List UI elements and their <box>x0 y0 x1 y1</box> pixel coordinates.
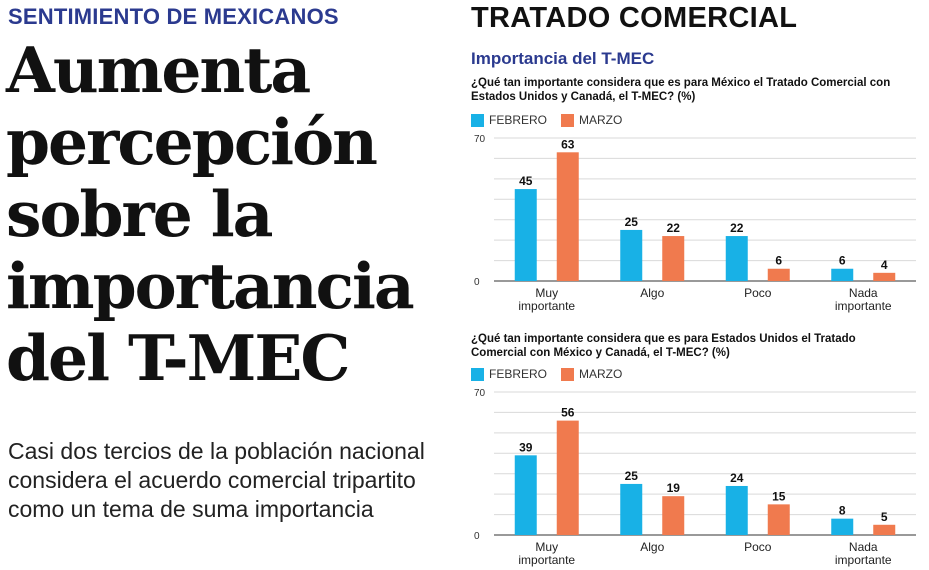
x-tick-label: Algo <box>640 286 664 300</box>
x-tick-label-line: Nada <box>849 286 878 300</box>
x-tick-label: Poco <box>744 286 772 300</box>
y-tick-label: 0 <box>474 277 480 288</box>
bar-febrero <box>831 518 854 535</box>
y-tick-label: 70 <box>474 388 486 399</box>
bar-marzo <box>873 272 896 281</box>
x-tick-label-line: Nada <box>849 540 878 554</box>
data-label: 56 <box>561 406 575 420</box>
headline-line: Aumenta <box>6 33 311 107</box>
byline-cut-off: ​ <box>8 556 308 570</box>
data-label: 63 <box>561 137 575 151</box>
headline-line: sobre la <box>6 177 274 251</box>
chart-1-legend: FEBRERO MARZO <box>471 113 636 127</box>
data-label: 25 <box>625 469 639 483</box>
bar-marzo <box>662 236 685 281</box>
bar-febrero <box>620 229 643 281</box>
data-label: 19 <box>667 481 681 495</box>
x-tick-label-line: importante <box>518 553 575 567</box>
data-label: 39 <box>519 440 533 454</box>
data-label: 15 <box>772 489 786 503</box>
data-label: 8 <box>839 504 846 518</box>
section-title: TRATADO COMERCIAL <box>471 2 798 34</box>
legend-label-febrero: FEBRERO <box>489 367 548 381</box>
chart-subtitle: Importancia del T-MEC <box>471 49 655 68</box>
x-tick-label-line: importante <box>835 299 892 313</box>
legend-item-febrero: FEBRERO <box>471 113 547 127</box>
bar-marzo <box>767 504 790 535</box>
bar-febrero <box>725 236 748 281</box>
x-tick-label: Nada importante <box>835 540 892 567</box>
deck-text: Casi dos tercios de la población naciona… <box>8 438 425 522</box>
data-label: 4 <box>881 258 888 272</box>
headline-line: del T-MEC <box>6 321 351 395</box>
legend-swatch-marzo <box>561 367 575 381</box>
x-tick-label-line: Algo <box>640 286 664 300</box>
kicker: SENTIMIENTO DE MEXICANOS <box>8 4 339 29</box>
data-label: 45 <box>519 174 533 188</box>
bar-marzo <box>556 420 579 535</box>
legend-swatch-febrero <box>471 367 484 381</box>
data-label: 24 <box>730 471 744 485</box>
y-tick-label: 0 <box>474 531 480 542</box>
headline: Aumenta percepción sobre la importancia … <box>6 34 466 394</box>
legend-swatch-marzo <box>561 113 575 127</box>
data-label: 6 <box>839 254 846 268</box>
chart-1-question: ¿Qué tan importante considera que es par… <box>471 77 891 103</box>
data-label: 25 <box>625 215 639 229</box>
legend-item-marzo: MARZO <box>561 113 622 127</box>
bar-febrero <box>831 268 854 281</box>
chart-2-legend: FEBRERO MARZO <box>471 367 636 381</box>
x-tick-label-line: Poco <box>744 286 772 300</box>
x-tick-label: Poco <box>744 540 772 554</box>
x-tick-label-line: Algo <box>640 540 664 554</box>
bar-marzo <box>556 152 579 281</box>
legend-item-marzo: MARZO <box>561 367 622 381</box>
data-label: 6 <box>775 254 782 268</box>
x-tick-label-line: Muy <box>535 540 558 554</box>
headline-line: percepción <box>6 105 378 179</box>
bar-febrero <box>725 485 748 535</box>
data-label: 22 <box>730 221 744 235</box>
y-tick-label: 70 <box>474 134 486 145</box>
x-tick-label-line: importante <box>835 553 892 567</box>
legend-label-febrero: FEBRERO <box>489 113 548 127</box>
legend-swatch-febrero <box>471 113 484 127</box>
x-tick-label: Muy importante <box>518 286 575 313</box>
x-tick-label: Nada importante <box>835 286 892 313</box>
legend-label-marzo: MARZO <box>579 113 623 127</box>
bar-marzo <box>767 268 790 281</box>
chart-2-question: ¿Qué tan importante considera que es par… <box>471 333 856 359</box>
legend-item-febrero: FEBRERO <box>471 367 547 381</box>
data-label: 5 <box>881 510 888 524</box>
x-tick-label-line: importante <box>518 299 575 313</box>
x-tick-label: Algo <box>640 540 664 554</box>
bar-febrero <box>514 455 537 535</box>
legend-label-marzo: MARZO <box>579 367 623 381</box>
bar-febrero <box>620 483 643 535</box>
bar-febrero <box>514 189 537 281</box>
x-tick-label-line: Poco <box>744 540 772 554</box>
bar-marzo <box>873 524 896 535</box>
x-tick-label: Muy importante <box>518 540 575 567</box>
data-label: 22 <box>667 221 681 235</box>
headline-line: importancia <box>6 249 415 323</box>
bar-marzo <box>662 496 685 535</box>
x-tick-label-line: Muy <box>535 286 558 300</box>
